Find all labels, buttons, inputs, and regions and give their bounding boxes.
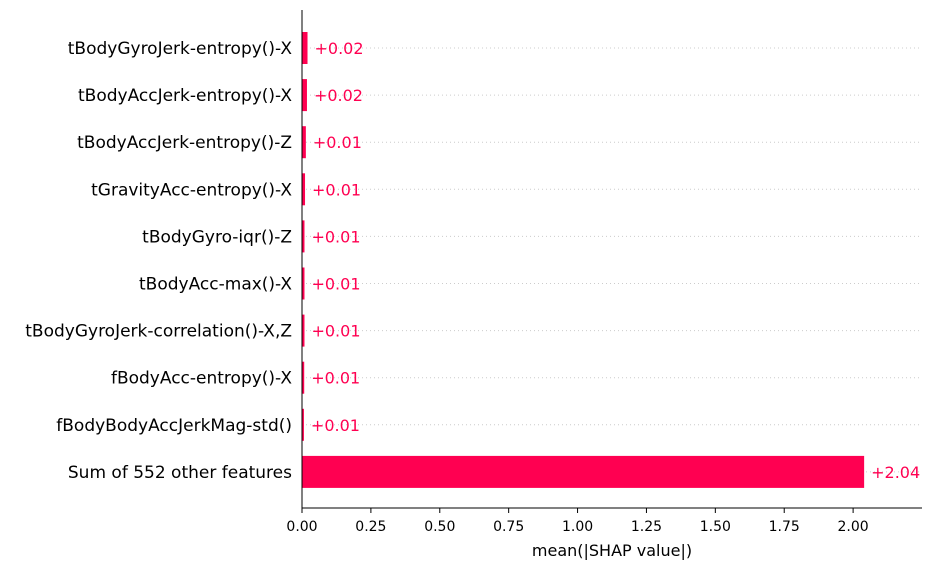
value-label: +0.01: [311, 275, 360, 294]
bar: [302, 267, 305, 300]
value-label: +0.01: [311, 227, 360, 246]
x-tick-label: 1.25: [631, 519, 662, 535]
value-label: +0.02: [314, 86, 363, 105]
value-label: +0.01: [311, 369, 360, 388]
x-tick-label: 0.00: [286, 519, 317, 535]
category-label: tGravityAcc-entropy()-X: [91, 180, 292, 200]
bar: [302, 173, 306, 206]
bar: [302, 314, 305, 347]
value-label: +2.04: [871, 463, 920, 482]
category-label: tBodyGyro-iqr()-Z: [142, 227, 292, 247]
value-label: +0.01: [312, 180, 361, 199]
x-tick-label: 0.25: [355, 519, 386, 535]
category-label: fBodyBodyAccJerkMag-std(): [56, 416, 292, 436]
bar: [302, 220, 305, 253]
bar: [302, 408, 304, 441]
category-label: tBodyGyroJerk-entropy()-X: [68, 39, 293, 59]
category-label: tBodyGyroJerk-correlation()-X,Z: [25, 322, 292, 342]
x-tick-label: 2.00: [838, 519, 869, 535]
value-label: +0.01: [313, 133, 362, 152]
x-axis-title: mean(|SHAP value|): [532, 541, 692, 560]
value-label: +0.01: [311, 416, 360, 435]
category-label: tBodyAcc-max()-X: [139, 275, 292, 295]
bar: [302, 32, 308, 64]
bar: [302, 455, 865, 488]
category-label: tBodyAccJerk-entropy()-Z: [77, 133, 292, 153]
bar: [302, 79, 307, 112]
x-tick-label: 1.50: [700, 519, 731, 535]
value-label: +0.02: [315, 39, 364, 58]
bar: [302, 126, 306, 159]
value-label: +0.01: [311, 322, 360, 341]
x-tick-label: 1.00: [562, 519, 593, 535]
x-tick-label: 0.75: [493, 519, 524, 535]
x-tick-label: 1.75: [769, 519, 800, 535]
x-tick-label: 0.50: [424, 519, 455, 535]
category-label: tBodyAccJerk-entropy()-X: [78, 86, 292, 106]
bar: [302, 361, 305, 394]
category-label: fBodyAcc-entropy()-X: [111, 369, 292, 389]
category-label: Sum of 552 other features: [68, 463, 292, 483]
